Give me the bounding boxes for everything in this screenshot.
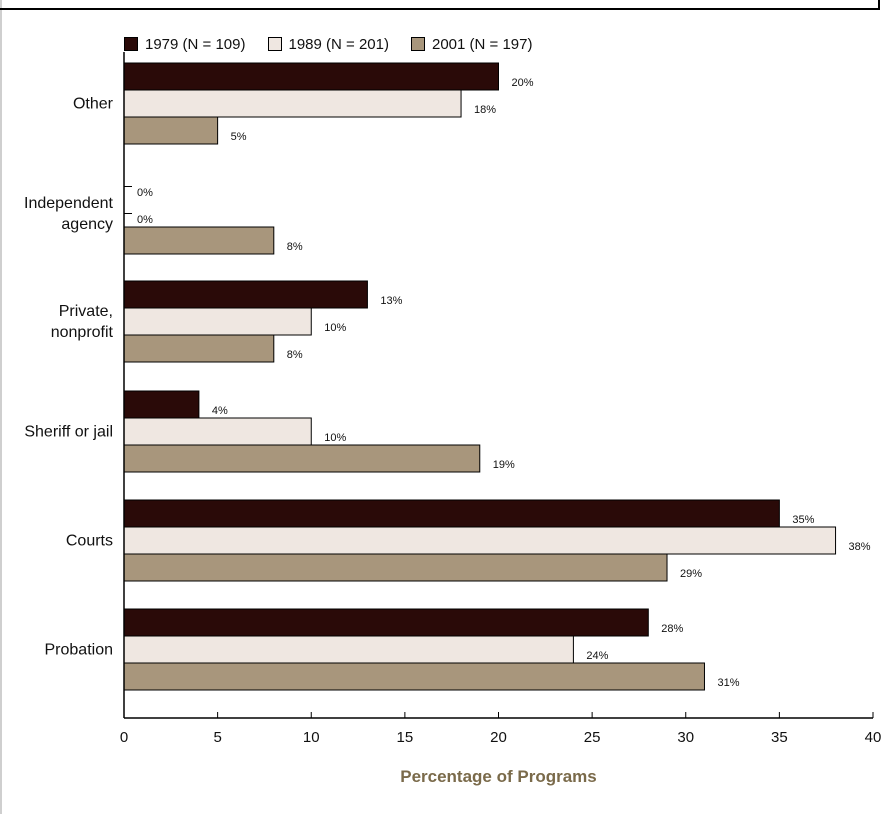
- bar-1989: [123, 307, 312, 336]
- bar-1989: [123, 635, 574, 664]
- category-label: agency: [61, 216, 113, 233]
- legend-label-2001: 2001 (N = 197): [432, 35, 533, 53]
- bar-2001: [123, 226, 275, 255]
- x-tick-label: 40: [865, 729, 882, 746]
- bar-2001: [123, 334, 275, 363]
- legend-label-1979: 1979 (N = 109): [145, 35, 246, 53]
- x-tick-label: 5: [213, 729, 221, 746]
- bar-1979: [123, 390, 200, 419]
- legend-swatch-2001: [411, 37, 425, 51]
- x-tick-label: 10: [303, 729, 320, 746]
- data-label: 20%: [512, 77, 534, 89]
- category-label: Courts: [66, 533, 113, 550]
- bar-2001: [123, 116, 219, 145]
- data-label: 4%: [212, 405, 228, 417]
- category-label: Independent: [24, 195, 114, 212]
- category-label: Probation: [45, 642, 114, 659]
- bar-1989: [123, 89, 462, 118]
- bar-1979: [123, 280, 368, 309]
- x-tick-label: 0: [120, 729, 128, 746]
- legend-item-1989: 1989 (N = 201): [267, 35, 390, 53]
- category-label: nonprofit: [51, 324, 114, 341]
- data-label: 18%: [474, 104, 496, 116]
- x-tick-label: 30: [677, 729, 694, 746]
- data-label: 38%: [849, 541, 871, 553]
- data-label: 10%: [324, 322, 346, 334]
- data-label: 10%: [324, 432, 346, 444]
- data-label: 31%: [717, 677, 739, 689]
- legend-swatch-1989: [267, 37, 282, 51]
- data-label: 0%: [137, 214, 153, 226]
- data-label: 5%: [231, 131, 247, 143]
- category-label: Sheriff or jail: [24, 424, 113, 441]
- data-label: 8%: [287, 349, 303, 361]
- bar-1989: [123, 417, 312, 446]
- x-tick-label: 15: [397, 729, 414, 746]
- data-label: 28%: [661, 623, 683, 635]
- data-label: 19%: [493, 459, 515, 471]
- top-border: [0, 0, 880, 10]
- legend-item-1979: 1979 (N = 109): [124, 36, 246, 53]
- bar-1979: [123, 499, 780, 528]
- x-tick-label: 35: [771, 729, 788, 746]
- data-label: 29%: [680, 568, 702, 580]
- legend: 1979 (N = 109) 1989 (N = 201) 2001 (N = …: [124, 34, 533, 54]
- data-label: 24%: [586, 650, 608, 662]
- x-tick-label: 25: [584, 729, 601, 746]
- legend-swatch-1979: [124, 37, 138, 51]
- bar-2001: [123, 662, 705, 691]
- bar-2001: [123, 444, 481, 473]
- legend-label-1989: 1989 (N = 201): [288, 35, 390, 53]
- data-label: 13%: [380, 295, 402, 307]
- category-label: Other: [73, 96, 114, 113]
- legend-item-2001: 2001 (N = 197): [411, 36, 533, 53]
- x-tick-label: 20: [490, 729, 507, 746]
- category-label: Private,: [59, 303, 113, 320]
- bar-1979: [123, 608, 649, 637]
- bar-1979: [123, 62, 499, 91]
- x-axis-title: Percentage of Programs: [400, 767, 597, 786]
- data-label: 35%: [792, 514, 814, 526]
- bar-2001: [123, 553, 668, 582]
- data-label: 0%: [137, 187, 153, 199]
- bar-1989: [123, 526, 837, 555]
- data-label: 8%: [287, 241, 303, 253]
